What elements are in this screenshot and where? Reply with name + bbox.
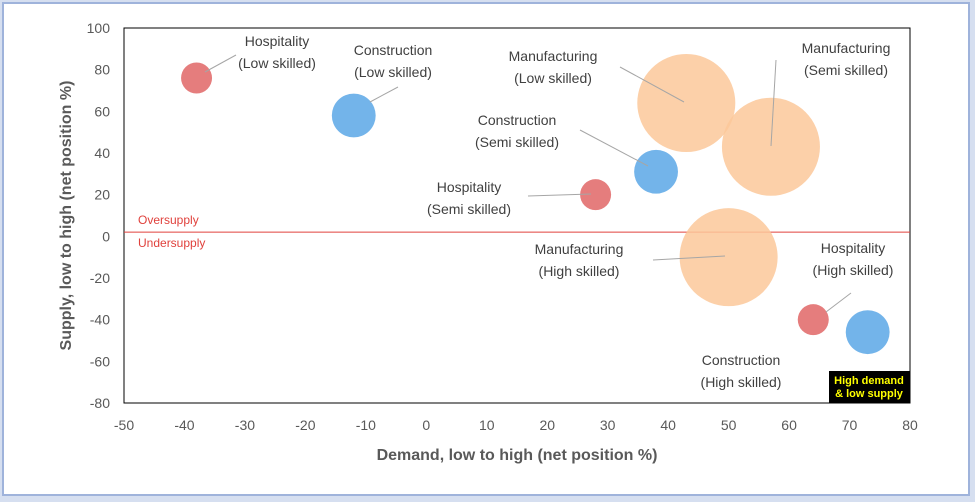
bubble-point: [181, 62, 213, 94]
bubble-point: [637, 53, 736, 153]
y-tick-label: 20: [94, 187, 110, 203]
leader-line: [527, 193, 592, 197]
x-tick-label: 70: [842, 417, 858, 433]
y-tick-label: -60: [90, 353, 110, 369]
y-tick-label: 100: [87, 20, 111, 36]
leader-line: [619, 66, 685, 103]
leader-line: [579, 129, 649, 167]
x-tick-label: 40: [660, 417, 676, 433]
bubble-label: Construction: [478, 112, 557, 128]
bubble-label: Construction: [702, 352, 781, 368]
y-tick-label: 40: [94, 145, 110, 161]
x-tick-label: 60: [781, 417, 797, 433]
bubble-label: (High skilled): [701, 374, 782, 390]
x-tick-label: 0: [422, 417, 430, 433]
bubble-label: Manufacturing: [535, 241, 624, 257]
bubble-label: Manufacturing: [802, 40, 891, 56]
bubble-label: Manufacturing: [509, 48, 598, 64]
bubble-point: [679, 208, 778, 307]
bubble-label: Hospitality: [821, 240, 886, 256]
undersupply-label: Undersupply: [138, 236, 205, 250]
callout-text: High demand: [834, 375, 904, 387]
leader-line: [770, 59, 777, 147]
y-tick-label: 0: [102, 228, 110, 244]
x-tick-label: -50: [114, 417, 134, 433]
bubble-point: [634, 149, 678, 194]
x-tick-label: 10: [479, 417, 495, 433]
callout-box: [829, 371, 910, 403]
x-tick-label: -40: [174, 417, 194, 433]
bubble-label: Construction: [354, 42, 433, 58]
bubble-label: Hospitality: [245, 33, 310, 49]
callout-text: & low supply: [835, 388, 904, 400]
y-tick-label: -80: [90, 395, 110, 411]
bubble-label: (Low skilled): [514, 70, 592, 86]
bubble-label: Hospitality: [437, 179, 502, 195]
bubble-label: (Low skilled): [238, 55, 316, 71]
y-tick-label: -40: [90, 312, 110, 328]
x-tick-label: 80: [902, 417, 918, 433]
bubble-label: (High skilled): [539, 263, 620, 279]
bubble-point: [580, 179, 612, 211]
x-tick-label: 30: [600, 417, 616, 433]
x-tick-label: -20: [295, 417, 315, 433]
oversupply-label: Oversupply: [138, 213, 199, 227]
bubble-point: [331, 93, 376, 138]
bubble-label: (High skilled): [813, 262, 894, 278]
bubble-point: [721, 97, 820, 196]
bubble-point: [845, 310, 890, 355]
bubble-point: [797, 304, 829, 336]
y-tick-label: -20: [90, 270, 110, 286]
x-tick-label: 50: [721, 417, 737, 433]
bubble-label: (Semi skilled): [427, 201, 511, 217]
bubble-label: (Low skilled): [354, 64, 432, 80]
y-axis-title: Supply, low to high (net position %): [58, 81, 75, 351]
leader-line: [825, 292, 852, 313]
y-tick-label: 60: [94, 103, 110, 119]
leader-line: [204, 54, 237, 73]
x-axis-title: Demand, low to high (net position %): [377, 447, 658, 464]
plot-area: [123, 27, 911, 404]
bubble-label: (Semi skilled): [475, 134, 559, 150]
x-tick-label: -30: [235, 417, 255, 433]
y-tick-label: 80: [94, 62, 110, 78]
bubble-label: (Semi skilled): [804, 62, 888, 78]
x-tick-label: 20: [539, 417, 555, 433]
leader-line: [652, 255, 726, 261]
chart-frame: [2, 2, 970, 496]
x-tick-label: -10: [356, 417, 376, 433]
leader-line: [369, 86, 399, 103]
